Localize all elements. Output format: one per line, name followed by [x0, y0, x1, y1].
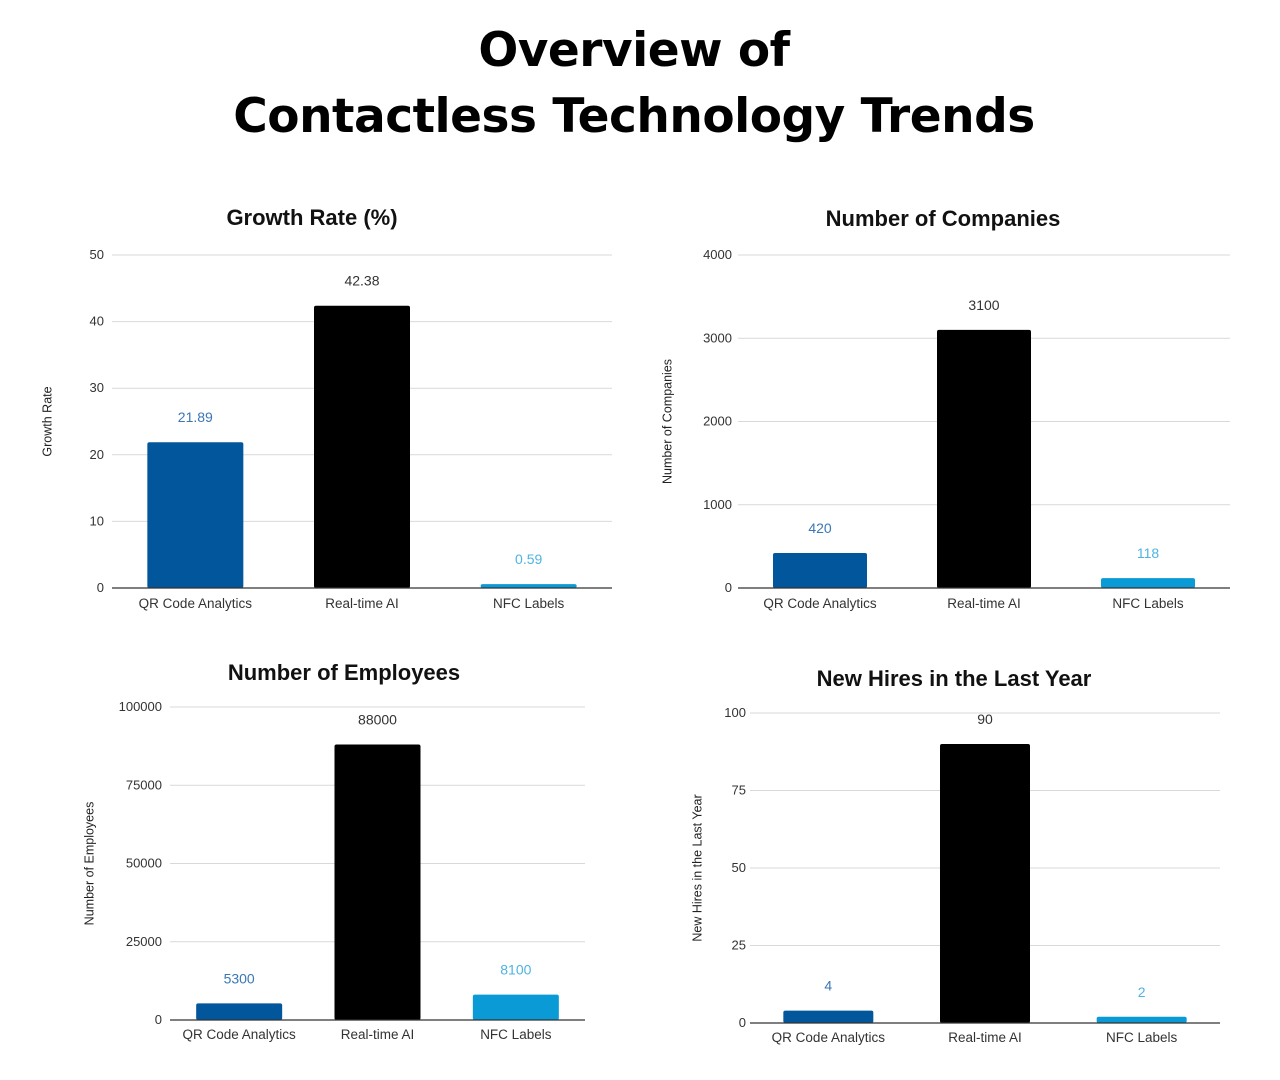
data-label: 8100 [500, 962, 531, 978]
y-tick-label: 75000 [126, 777, 162, 792]
data-label: 3100 [968, 297, 999, 313]
new-hires-chart: New Hires in the Last Year New Hires in t… [690, 666, 1220, 1045]
bar-nfc-labels [472, 994, 559, 1020]
chart-title: New Hires in the Last Year [817, 666, 1092, 691]
y-tick-label: 100 [724, 705, 746, 720]
chart-title: Growth Rate (%) [226, 205, 397, 230]
bar-nfc-labels [1101, 578, 1195, 588]
number-of-companies-chart: Number of Companies Number of Companies 0 1… [660, 206, 1230, 611]
y-tick-label: 1000 [703, 497, 732, 512]
y-tick-label: 0 [725, 580, 732, 595]
y-tick-label: 3000 [703, 330, 732, 345]
y-tick-label: 0 [97, 580, 104, 595]
x-tick-label: Real-time AI [341, 1027, 415, 1042]
y-tick-label: 25 [732, 938, 746, 953]
data-label: 90 [977, 711, 993, 727]
y-tick-label: 75 [732, 783, 746, 798]
data-label: 420 [808, 520, 832, 536]
y-axis-label: New Hires in the Last Year [690, 794, 704, 941]
page-title-line-2: Contactless Technology Trends [233, 89, 1035, 144]
x-tick-label: NFC Labels [1112, 596, 1184, 611]
x-tick-label: NFC Labels [1106, 1030, 1178, 1045]
bar-real-time-ai [334, 744, 421, 1020]
data-label: 4 [824, 978, 832, 994]
y-tick-label: 100000 [119, 699, 162, 714]
y-tick-label: 2000 [703, 414, 732, 429]
y-axis-label: Number of Employees [82, 802, 96, 926]
y-tick-label: 50000 [126, 856, 162, 871]
growth-rate-chart: Growth Rate (%) Growth Rate 0 10 20 30 40 50 21.… [40, 205, 612, 611]
data-label: 2 [1138, 984, 1146, 1000]
y-tick-label: 4000 [703, 247, 732, 262]
y-tick-label: 40 [90, 314, 104, 329]
bar-qr-code-analytics [196, 1003, 283, 1020]
data-label: 88000 [358, 712, 397, 728]
x-tick-label: QR Code Analytics [772, 1030, 886, 1045]
y-tick-label: 0 [155, 1012, 162, 1027]
bar-nfc-labels [1096, 1016, 1187, 1023]
data-label: 42.38 [344, 273, 379, 289]
y-tick-label: 30 [90, 380, 104, 395]
number-of-employees-chart: Number of Employees Number of Employees 0 2… [82, 660, 585, 1042]
x-tick-label: QR Code Analytics [763, 596, 877, 611]
y-tick-label: 20 [90, 447, 104, 462]
x-tick-label: QR Code Analytics [183, 1027, 297, 1042]
y-axis-label: Growth Rate [40, 386, 54, 456]
chart-title: Number of Employees [228, 660, 460, 685]
bar-real-time-ai [940, 744, 1030, 1023]
y-tick-label: 10 [90, 513, 104, 528]
y-tick-label: 25000 [126, 934, 162, 949]
x-tick-label: Real-time AI [325, 596, 399, 611]
data-label: 0.59 [515, 551, 542, 567]
x-tick-label: Real-time AI [947, 596, 1021, 611]
data-label: 5300 [224, 970, 255, 986]
y-tick-label: 0 [739, 1015, 746, 1030]
bar-qr-code-analytics [783, 1010, 874, 1023]
bar-qr-code-analytics [773, 553, 867, 588]
x-tick-label: NFC Labels [480, 1027, 552, 1042]
x-tick-label: QR Code Analytics [139, 596, 253, 611]
data-label: 21.89 [178, 409, 213, 425]
chart-title: Number of Companies [826, 206, 1061, 231]
page-title-line-1: Overview of [478, 23, 790, 78]
x-tick-label: NFC Labels [493, 596, 565, 611]
bar-qr-code-analytics [147, 442, 244, 588]
bar-nfc-labels [480, 584, 577, 588]
bar-real-time-ai [314, 305, 410, 588]
y-tick-label: 50 [732, 860, 746, 875]
data-label: 118 [1137, 545, 1160, 561]
bar-real-time-ai [937, 329, 1031, 588]
x-tick-label: Real-time AI [948, 1030, 1022, 1045]
y-axis-label: Number of Companies [660, 359, 674, 484]
page-title: Overview of Contactless Technology Trend… [0, 18, 1268, 150]
y-tick-label: 50 [90, 247, 104, 262]
